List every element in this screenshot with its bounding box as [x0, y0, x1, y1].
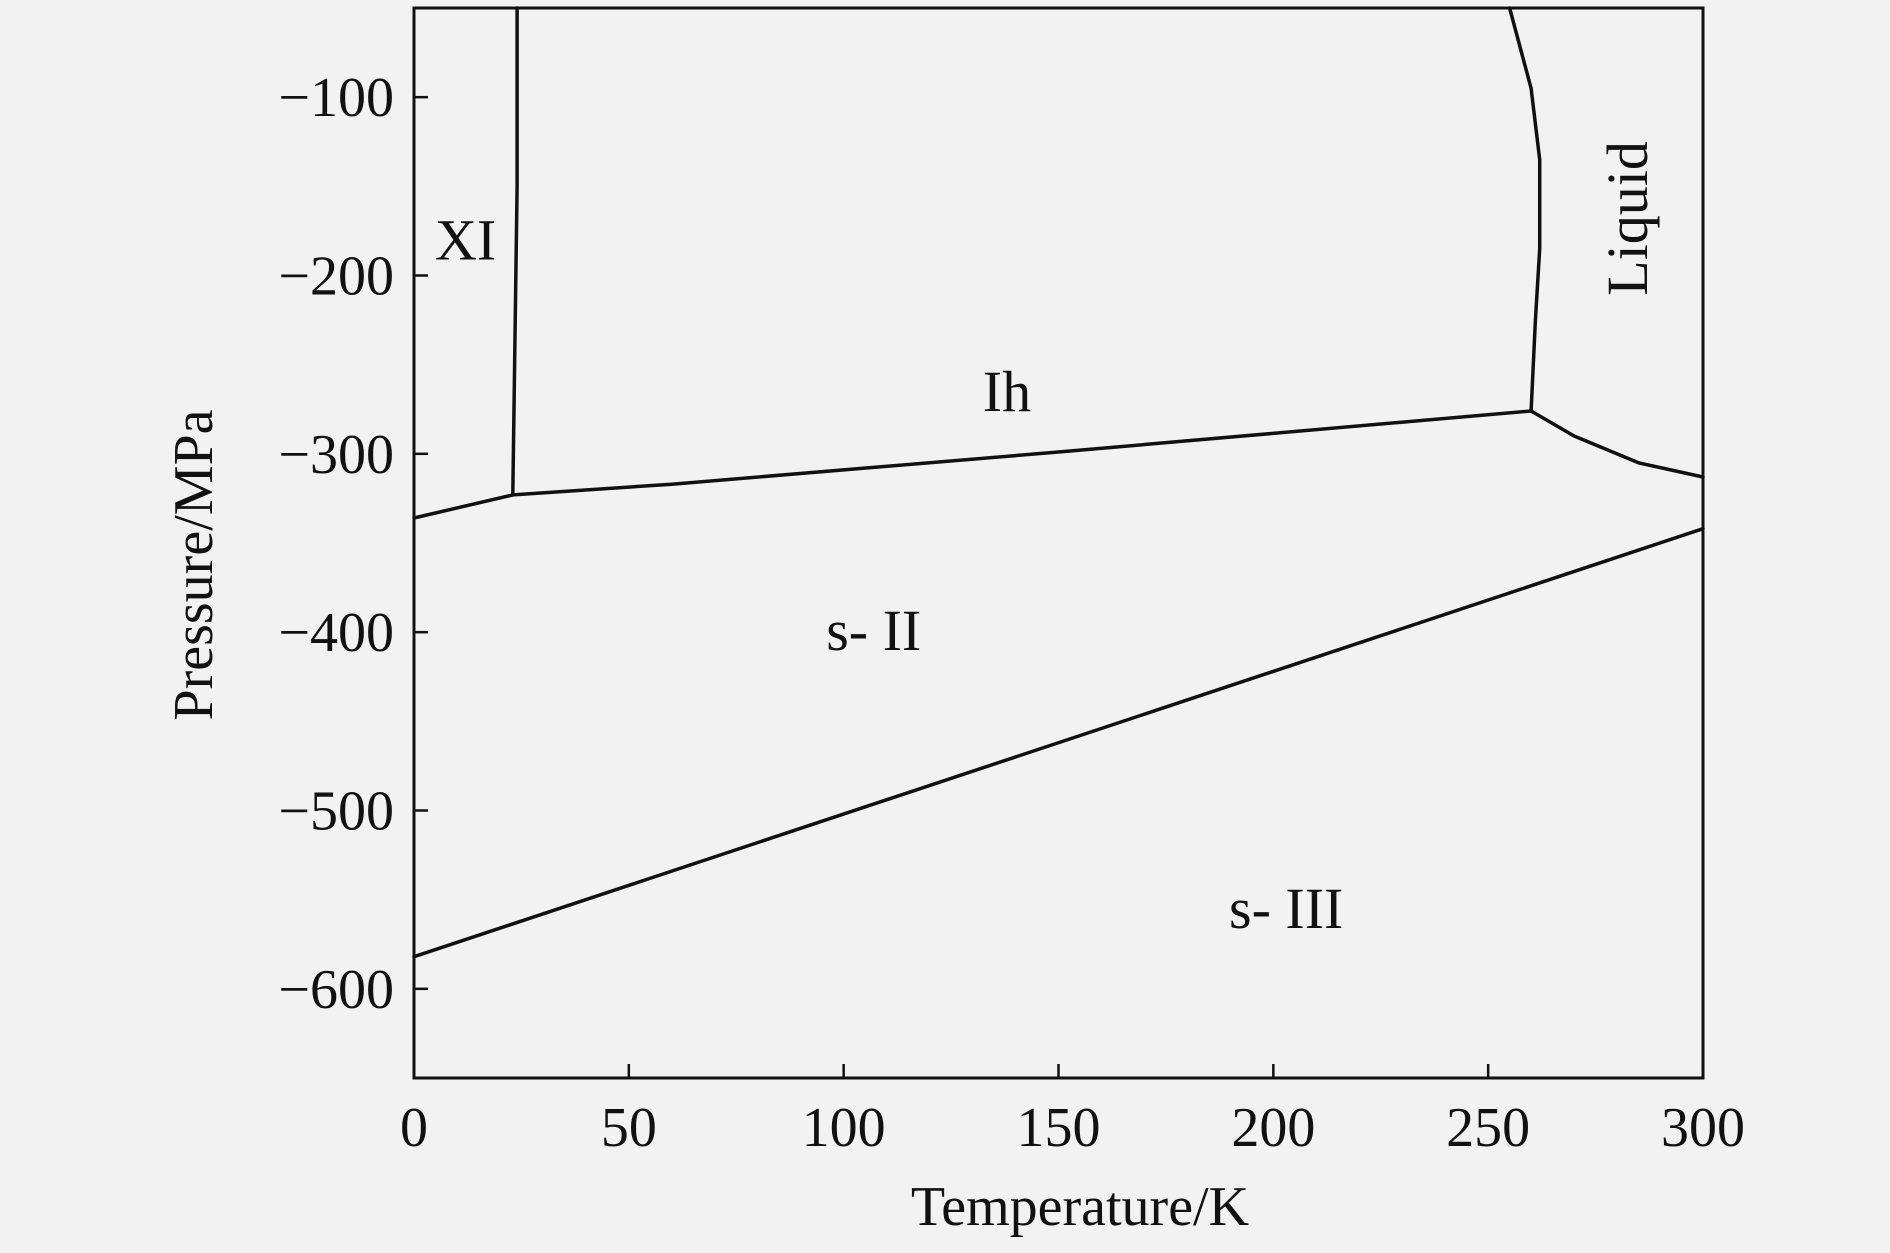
phase-boundary-line: [1507, 6, 1542, 413]
y-tick-label: −600: [278, 959, 394, 1021]
plot-area: [412, 6, 1705, 1080]
phase-boundaries: [412, 6, 1705, 959]
y-tick-label: −500: [278, 781, 394, 843]
phase-boundary-line: [412, 409, 1533, 520]
y-tick-label: −100: [278, 67, 394, 129]
x-tick-label: 300: [1661, 1097, 1745, 1159]
region-label: XI: [435, 207, 496, 272]
x-tick-label: 0: [400, 1097, 428, 1159]
phase-boundary-line: [1529, 409, 1705, 479]
phase-boundary-line: [412, 526, 1705, 959]
region-labels: XI Ih Liquid s- II s- III: [435, 141, 1660, 941]
phase-boundary-line: [511, 6, 519, 497]
y-tick-label: −400: [278, 602, 394, 664]
y-tick-label: −300: [278, 424, 394, 486]
plot-frame: [412, 6, 1705, 1080]
region-label: s- III: [1229, 876, 1343, 941]
region-label: s- II: [826, 598, 921, 663]
x-axis-label: Temperature/K: [911, 1176, 1249, 1238]
x-tick-label: 50: [601, 1097, 657, 1159]
axis-ticks: 0 50 100 150 200 250 300 −100 −200 −300 −400 −500 −6…: [278, 67, 1745, 1159]
y-tick-label: −200: [278, 246, 394, 308]
region-label: Liquid: [1595, 141, 1660, 296]
region-label: Ih: [983, 359, 1031, 424]
x-tick-label: 200: [1231, 1097, 1315, 1159]
x-tick-label: 250: [1446, 1097, 1530, 1159]
x-tick-label: 150: [1017, 1097, 1101, 1159]
y-axis-label: Pressure/MPa: [163, 409, 225, 720]
x-tick-label: 100: [802, 1097, 886, 1159]
